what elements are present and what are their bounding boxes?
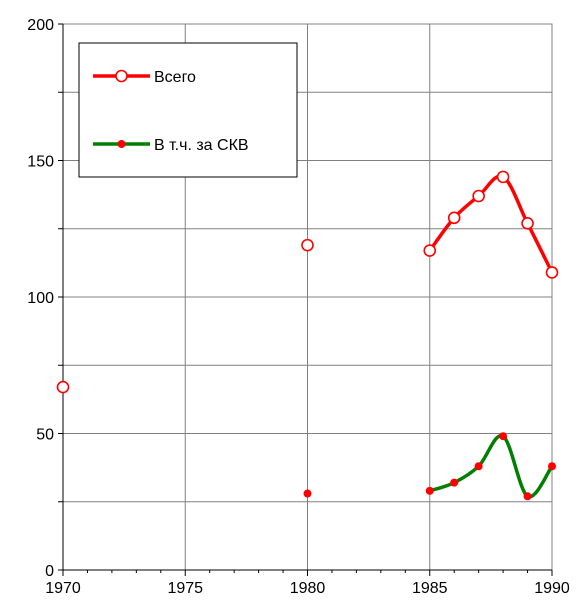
y-tick-label: 200 <box>27 17 54 34</box>
legend-swatch-marker <box>115 69 128 83</box>
x-tick-label: 1980 <box>290 580 326 597</box>
y-tick-label: 100 <box>27 290 54 307</box>
data-point-marker <box>545 266 559 279</box>
data-point-marker <box>474 462 483 471</box>
data-point-marker <box>56 380 70 394</box>
data-point-marker <box>303 489 312 498</box>
legend-box <box>78 42 298 178</box>
series-1 <box>56 170 559 394</box>
data-point-marker <box>548 462 556 471</box>
y-tick-label: 50 <box>36 427 54 444</box>
y-tick-label: 150 <box>27 154 54 171</box>
data-point-marker <box>450 478 459 487</box>
data-point-marker <box>499 432 508 441</box>
x-tick-label: 1985 <box>412 580 448 597</box>
data-point-marker <box>447 211 461 225</box>
legend: Всего В т.ч. за СКВ <box>78 42 298 178</box>
data-point-marker <box>301 238 314 252</box>
data-point-marker <box>496 170 510 184</box>
data-point-marker <box>423 244 437 257</box>
data-point-marker <box>425 486 434 495</box>
data-point-marker <box>523 492 532 501</box>
y-tick-label: 0 <box>45 563 54 580</box>
legend-label: В т.ч. за СКВ <box>154 137 249 154</box>
x-tick-label: 1990 <box>534 580 570 597</box>
x-tick-label: 1970 <box>45 580 81 597</box>
data-point-marker <box>521 216 534 230</box>
data-point-marker <box>472 189 485 203</box>
series-2 <box>303 432 556 501</box>
legend-swatch-marker <box>117 140 126 148</box>
legend-label: Всего <box>154 69 196 86</box>
axes: 0 50 100 150 200 1970 1975 1980 1985 1990 <box>27 17 570 597</box>
x-tick-label: 1975 <box>167 580 203 597</box>
series-layer <box>56 170 559 501</box>
